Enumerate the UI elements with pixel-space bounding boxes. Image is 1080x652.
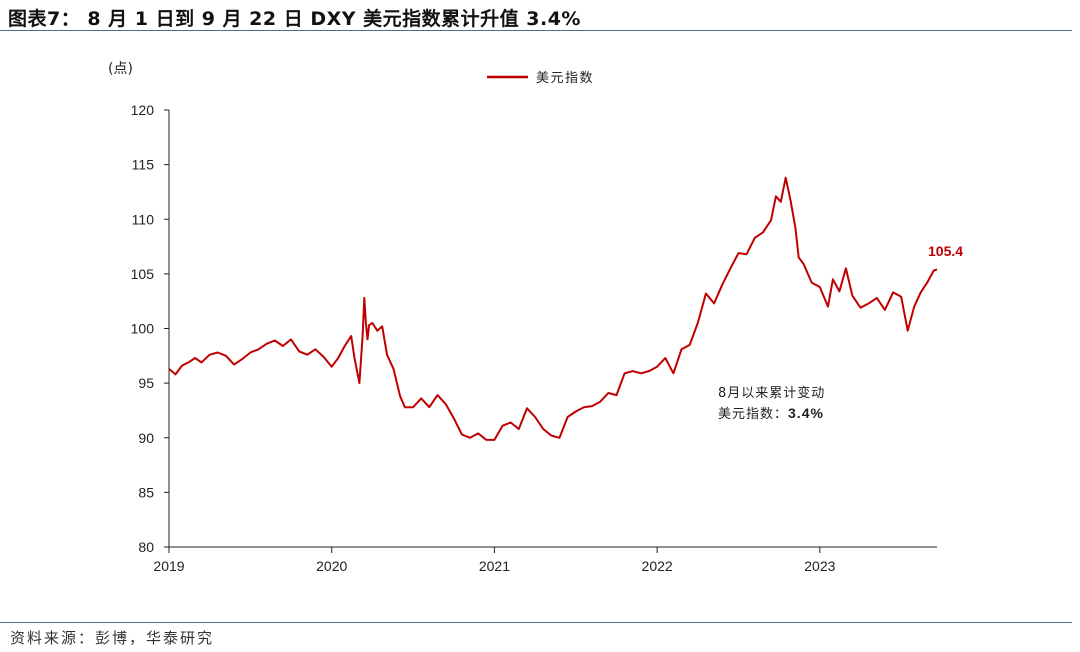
annotation-line2: 美元指数：3.4%	[718, 405, 824, 422]
annotation-label: 美元指数：	[718, 407, 788, 422]
annotation-value: 3.4%	[788, 405, 824, 421]
y-tick-label: 115	[132, 157, 155, 173]
y-tick-label: 80	[138, 539, 154, 555]
end-value-label: 105.4	[928, 243, 963, 259]
y-axis: 80 85 90 95 100 105 110 115 120	[131, 102, 170, 555]
header-rule	[0, 30, 1072, 31]
y-axis-label: (点)	[108, 61, 133, 77]
y-tick-label: 100	[131, 321, 155, 337]
chart-title: 图表7： 8 月 1 日到 9 月 22 日 DXY 美元指数累计升值 3.4%	[8, 8, 581, 30]
y-tick-label: 85	[138, 484, 154, 500]
y-tick-label: 120	[131, 102, 155, 118]
y-tick-label: 105	[131, 266, 155, 282]
legend-label: 美元指数	[536, 71, 594, 86]
x-tick-label: 2021	[479, 558, 510, 574]
annotation-line1: 8月以来累计变动	[718, 385, 825, 401]
source-note: 资料来源：彭博，华泰研究	[10, 629, 215, 647]
x-tick-label: 2023	[804, 558, 835, 574]
x-tick-label: 2020	[316, 558, 347, 574]
legend: 美元指数	[487, 71, 594, 86]
change-annotation: 8月以来累计变动 美元指数：3.4%	[718, 385, 825, 422]
y-tick-label: 110	[132, 211, 155, 227]
footer-rule	[0, 622, 1072, 623]
y-tick-label: 90	[138, 430, 154, 446]
x-tick-label: 2019	[153, 558, 184, 574]
series-line-dxy	[168, 176, 938, 441]
x-tick-label: 2022	[642, 558, 673, 574]
x-axis: 2019 2020 2021 2022 2023	[153, 546, 937, 574]
y-tick-label: 95	[138, 375, 154, 391]
